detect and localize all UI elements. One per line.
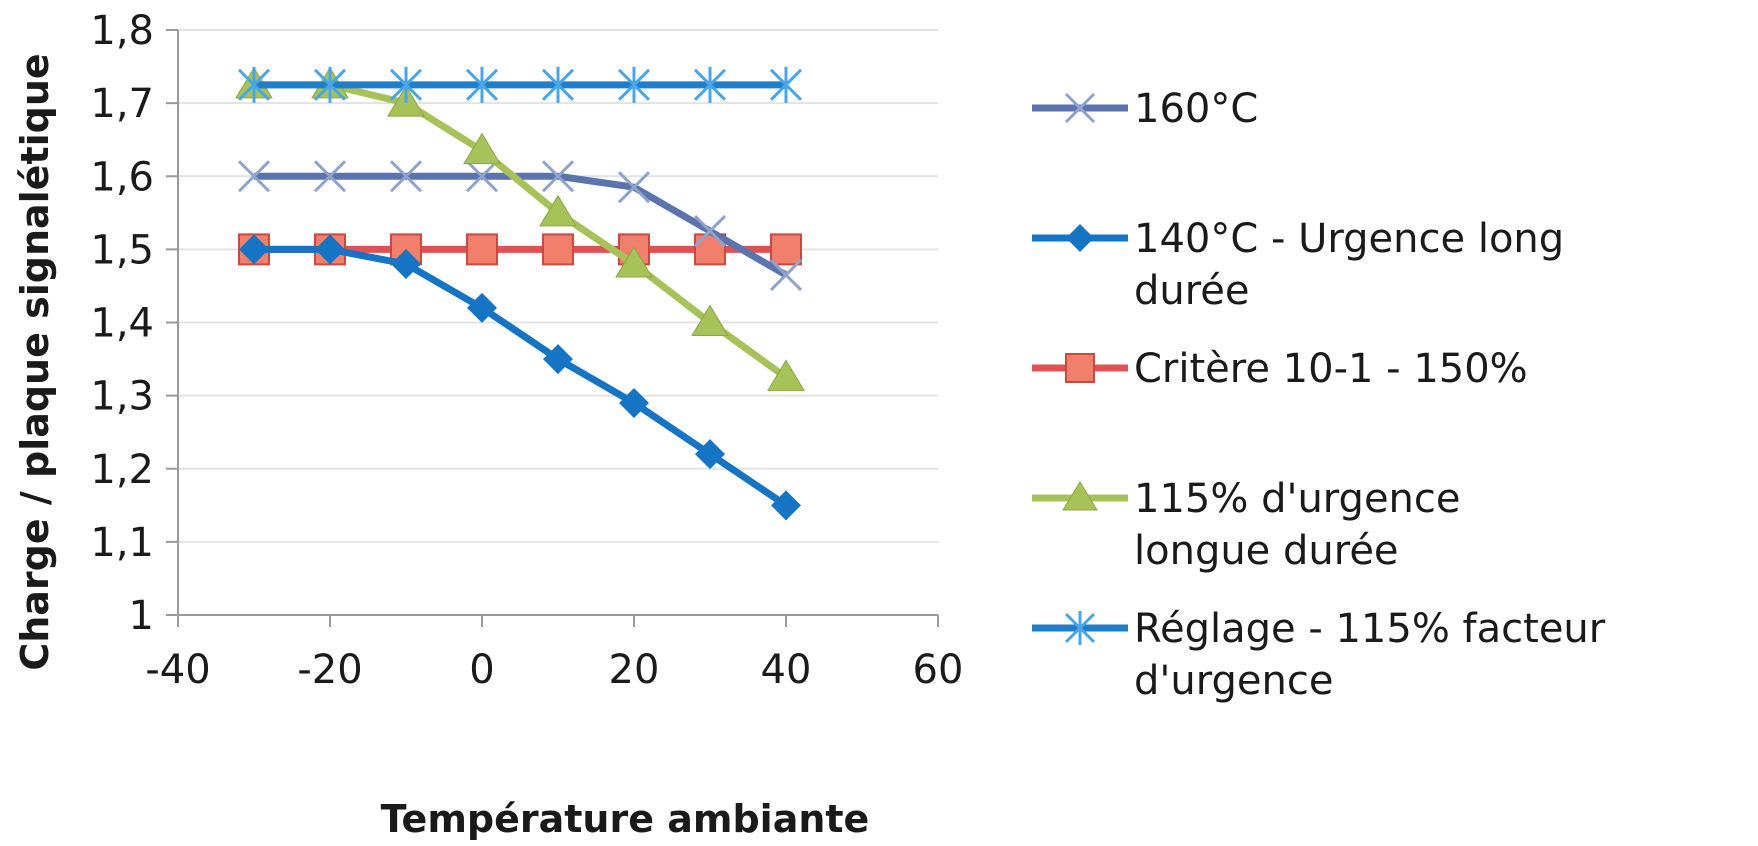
y-tick-label: 1,7 (90, 81, 154, 127)
series-line (254, 172, 788, 278)
data-point-diamond (391, 249, 421, 279)
y-tick-labels: 1 1,1 1,2 1,3 1,4 1,5 1,6 1,7 1,8 (90, 8, 154, 639)
legend-label: d'urgence (1134, 658, 1333, 704)
x-tick-label: 40 (761, 647, 812, 693)
x-tick-label: -20 (297, 647, 362, 693)
x-tick-label: 0 (469, 647, 494, 693)
data-point-square (466, 233, 498, 266)
data-point-star (313, 66, 347, 103)
data-point-star (237, 66, 271, 103)
data-point-diamond (543, 344, 573, 375)
y-tick-label: 1 (129, 593, 154, 639)
data-point-star (465, 66, 499, 103)
legend: 160°C 140°C - Urgence long durée Critère 10… (1032, 86, 1606, 704)
data-point-triangle (615, 246, 653, 278)
legend-label: 140°C - Urgence long (1134, 216, 1564, 262)
series-line (254, 245, 788, 509)
legend-label: 160°C (1134, 86, 1258, 132)
data-point-star (389, 66, 423, 103)
y-tick-label: 1,2 (90, 447, 154, 493)
data-point-x (237, 160, 271, 193)
legend-label: durée (1134, 268, 1250, 314)
data-point-star (617, 66, 651, 103)
y-tick-label: 1,5 (90, 227, 154, 273)
data-point-x (1064, 92, 1096, 124)
data-point-star (1064, 611, 1096, 645)
y-tick-label: 1,8 (90, 8, 154, 54)
x-tick-label: 60 (913, 647, 964, 693)
legend-label: Critère 10-1 - 150% (1134, 346, 1528, 392)
legend-label: Réglage - 115% facteur (1134, 606, 1606, 652)
legend-item: 140°C - Urgence long durée (1032, 216, 1564, 314)
legend-label: 115% d'urgence (1134, 476, 1461, 522)
data-point-x (769, 258, 803, 292)
legend-item: 115% d'urgence longue durée (1032, 476, 1461, 574)
data-point-diamond (771, 490, 801, 521)
data-point-x (617, 171, 651, 204)
y-tick-label: 1,1 (90, 520, 154, 566)
series-layer (235, 66, 805, 521)
legend-item: Critère 10-1 - 150% (1032, 346, 1528, 392)
x-tick-label: -40 (145, 647, 210, 693)
data-point-triangle (1062, 481, 1098, 511)
data-point-star (693, 66, 727, 103)
x-tick-labels: -40 -20 0 20 40 60 (145, 647, 963, 693)
y-axis-title: Charge / plaque signalétique (13, 53, 57, 670)
data-point-x (465, 160, 499, 193)
data-point-diamond (467, 292, 497, 323)
y-tick-label: 1,6 (90, 154, 154, 200)
data-point-triangle (691, 304, 729, 336)
series-4 (237, 66, 803, 103)
data-point-square (770, 233, 802, 266)
axes (166, 29, 939, 627)
data-point-diamond (619, 387, 649, 418)
legend-label: longue durée (1134, 528, 1399, 574)
data-point-diamond (315, 234, 345, 265)
y-tick-label: 1,4 (90, 301, 154, 347)
data-point-diamond (239, 234, 269, 265)
legend-item: 160°C (1032, 86, 1258, 132)
data-point-x (389, 160, 423, 193)
series-3 (235, 66, 805, 391)
gridlines (178, 29, 938, 543)
data-point-x (313, 160, 347, 193)
data-point-diamond (1066, 224, 1094, 252)
data-point-triangle (539, 194, 577, 227)
data-point-square (542, 233, 574, 266)
data-point-x (541, 160, 575, 193)
x-axis-title: Température ambiante (381, 797, 870, 841)
data-point-diamond (695, 439, 725, 470)
y-tick-label: 1,3 (90, 374, 154, 420)
data-point-star (541, 66, 575, 103)
x-tick-label: 20 (609, 647, 660, 693)
data-point-square (1065, 353, 1095, 383)
data-point-x (693, 215, 727, 248)
data-point-triangle (767, 359, 805, 391)
data-point-star (769, 66, 803, 103)
series-0 (237, 160, 803, 292)
data-point-triangle (463, 132, 501, 165)
legend-item: Réglage - 115% facteur d'urgence (1032, 606, 1606, 704)
series-1 (239, 234, 801, 521)
